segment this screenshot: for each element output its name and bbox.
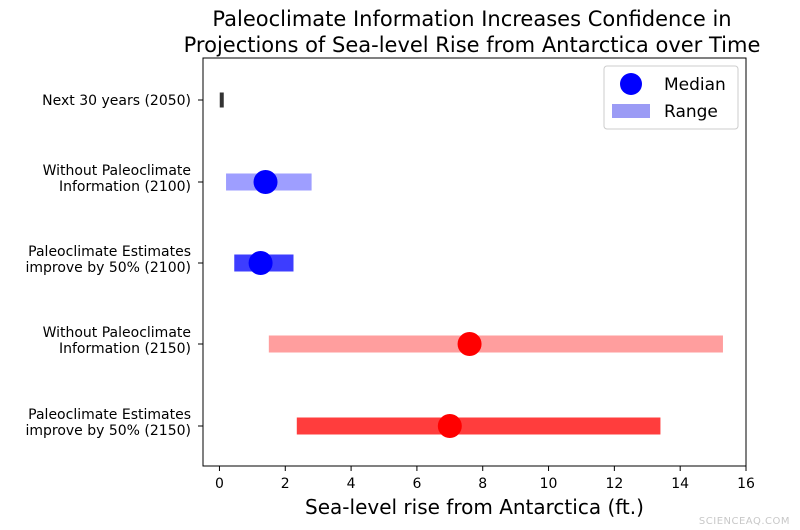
median-marker xyxy=(457,332,482,356)
median-marker xyxy=(248,251,273,275)
x-tick-label: 2 xyxy=(281,476,290,492)
category-label: improve by 50% (2100) xyxy=(25,260,191,276)
legend-range-swatch xyxy=(612,104,650,118)
x-axis-ticks: 0 2 4 6 8 10 12 14 16 xyxy=(215,466,755,492)
median-marker xyxy=(253,170,278,194)
x-tick-label: 4 xyxy=(347,476,356,492)
chart-title-line: Paleoclimate Information Increases Confi… xyxy=(212,7,731,31)
x-axis-label: Sea-level rise from Antarctica (ft.) xyxy=(305,495,644,519)
x-tick-label: 16 xyxy=(737,476,755,492)
x-tick-label: 12 xyxy=(605,476,623,492)
category-labels: Next 30 years (2050) Without Paleoclimate… xyxy=(25,93,203,439)
category-label: Information (2100) xyxy=(59,179,191,195)
range-bar xyxy=(296,417,661,435)
chart-title: Paleoclimate Information Increases Confi… xyxy=(184,7,761,57)
legend-label: Range xyxy=(664,102,718,122)
plot-frame xyxy=(202,57,747,467)
median-marker xyxy=(437,414,462,438)
range-bar xyxy=(219,92,224,108)
category-label: Information (2150) xyxy=(59,341,191,357)
plot-area-border xyxy=(202,57,747,467)
x-tick-label: 0 xyxy=(215,476,224,492)
chart-title-line: Projections of Sea-level Rise from Antar… xyxy=(184,33,761,57)
x-tick-label: 8 xyxy=(478,476,487,492)
legend-label: Median xyxy=(664,75,726,95)
x-tick-label: 10 xyxy=(540,476,558,492)
x-tick-label: 14 xyxy=(671,476,689,492)
category-label: Without Paleoclimate xyxy=(43,163,191,179)
median-markers xyxy=(248,170,482,438)
category-label: Paleoclimate Estimates xyxy=(28,244,191,260)
category-label: Next 30 years (2050) xyxy=(42,93,191,109)
x-tick-label: 6 xyxy=(412,476,421,492)
legend-median-swatch xyxy=(620,73,642,95)
legend: Median Range xyxy=(603,65,739,130)
category-label: Paleoclimate Estimates xyxy=(28,407,191,423)
category-label: improve by 50% (2150) xyxy=(25,423,191,439)
category-label: Without Paleoclimate xyxy=(43,325,191,341)
range-bar xyxy=(268,335,723,353)
range-bars xyxy=(219,92,723,435)
watermark: SCIENCEAQ.COM xyxy=(699,516,790,527)
